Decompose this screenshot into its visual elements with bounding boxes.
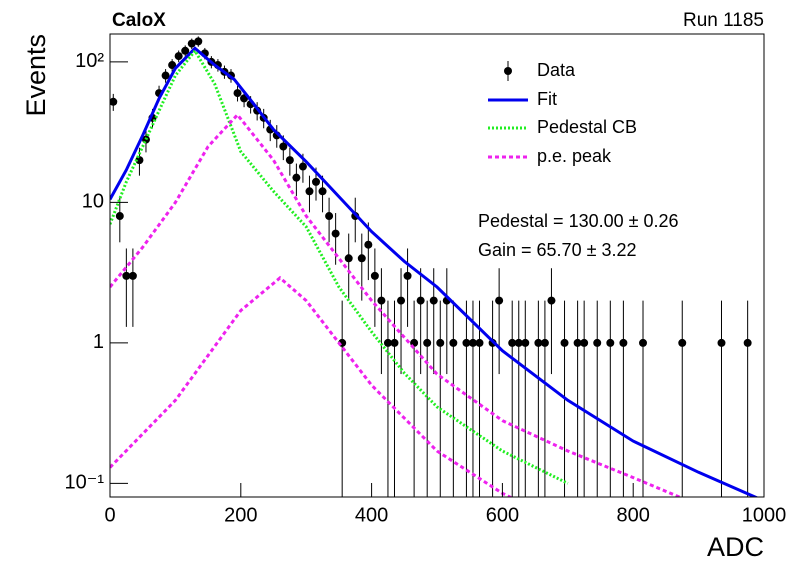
- data-point: [370, 271, 379, 280]
- data-point: [168, 61, 177, 70]
- data-point: [573, 338, 582, 347]
- x-tick-label: 400: [355, 504, 388, 526]
- data-point: [508, 338, 517, 347]
- data-point: [423, 338, 432, 347]
- x-tick-label: 600: [486, 504, 519, 526]
- fit-curve: [110, 48, 569, 485]
- data-point: [743, 338, 752, 347]
- y-tick-label: 10²: [75, 50, 104, 72]
- data-point: [377, 296, 386, 305]
- data-point: [521, 338, 530, 347]
- data-point: [678, 338, 687, 347]
- plot-area: [110, 36, 759, 497]
- data-point: [449, 338, 458, 347]
- data-point: [110, 97, 118, 106]
- data-point: [181, 46, 190, 55]
- annotation: Gain = 65.70 ± 3.22: [478, 240, 637, 260]
- data-point: [122, 271, 131, 280]
- data-point: [403, 271, 412, 280]
- x-axis-label: ADC: [707, 532, 764, 562]
- data-point: [390, 338, 399, 347]
- data-point: [285, 156, 294, 165]
- data-point: [174, 52, 183, 61]
- x-tick-label: 200: [224, 504, 257, 526]
- data-point: [436, 338, 445, 347]
- data-point: [462, 338, 471, 347]
- data-point: [495, 296, 504, 305]
- data-point: [312, 177, 321, 186]
- legend-label: Fit: [537, 89, 557, 109]
- legend-label: Pedestal CB: [537, 117, 637, 137]
- fit-curve: [110, 112, 684, 497]
- y-tick-label: 1: [93, 331, 104, 353]
- data-point: [397, 296, 406, 305]
- x-tick-label: 800: [617, 504, 650, 526]
- chart-subtitle: Run 1185: [683, 10, 764, 31]
- fit-curve: [110, 46, 759, 497]
- data-point: [540, 338, 549, 347]
- chart-title: CaloX: [112, 10, 166, 31]
- data-point: [187, 39, 196, 48]
- x-tick-label: 1000: [742, 504, 787, 526]
- data-point: [344, 254, 353, 263]
- data-point: [305, 187, 314, 196]
- data-point: [318, 187, 327, 196]
- data-point: [364, 240, 373, 249]
- data-point: [639, 338, 648, 347]
- data-point: [475, 338, 484, 347]
- y-tick-label: 10: [82, 191, 104, 213]
- data-point: [416, 296, 425, 305]
- data-point: [619, 338, 628, 347]
- data-point: [606, 338, 615, 347]
- data-point: [292, 173, 301, 182]
- data-point: [194, 37, 203, 46]
- data-point: [161, 71, 170, 80]
- fit-curve: [110, 275, 514, 497]
- legend-label: p.e. peak: [537, 146, 612, 166]
- data-point: [325, 212, 334, 221]
- annotation: Pedestal = 130.00 ± 0.26: [478, 211, 679, 231]
- data-point: [593, 338, 602, 347]
- data-point: [717, 338, 726, 347]
- x-tick-label: 0: [104, 504, 115, 526]
- data-point: [468, 338, 477, 347]
- data-point: [135, 156, 144, 165]
- data-point: [233, 89, 242, 98]
- data-point: [115, 212, 124, 221]
- legend-marker: [504, 67, 512, 75]
- data-point: [383, 338, 392, 347]
- frame: [109, 33, 765, 498]
- legend-label: Data: [537, 60, 576, 80]
- y-axis-label: Events: [21, 34, 51, 117]
- data-point: [331, 229, 340, 238]
- data-point: [298, 162, 307, 171]
- data-point: [514, 338, 523, 347]
- data-point: [534, 338, 543, 347]
- data-point: [580, 338, 589, 347]
- data-point: [357, 254, 366, 263]
- data-point: [547, 296, 556, 305]
- data-point: [429, 296, 438, 305]
- data-point: [128, 271, 137, 280]
- y-tick-label: 10⁻¹: [65, 472, 105, 494]
- data-point: [279, 142, 288, 151]
- data-point: [560, 338, 569, 347]
